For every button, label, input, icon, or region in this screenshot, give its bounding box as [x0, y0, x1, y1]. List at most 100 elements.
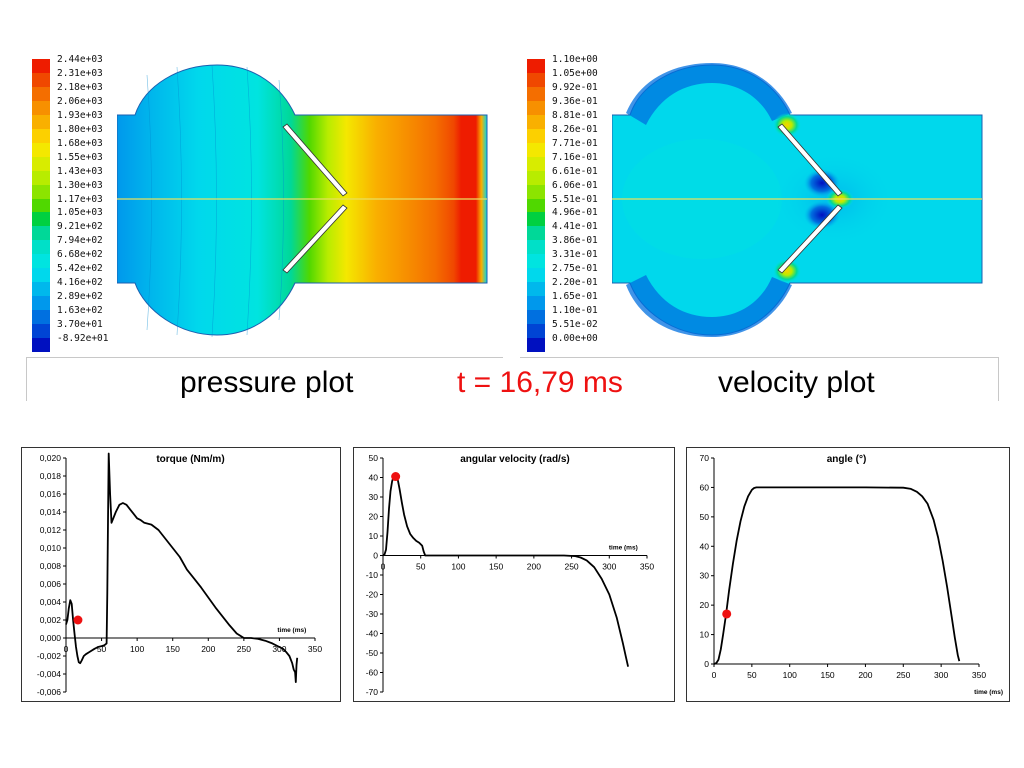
- y-tick-label: -20: [366, 590, 379, 600]
- x-tick-label: 150: [166, 644, 180, 654]
- legend-swatch: [32, 59, 50, 73]
- legend-swatch: [527, 310, 545, 325]
- x-tick-label: 150: [820, 670, 834, 680]
- chart-title: angle (°): [827, 454, 867, 465]
- y-tick-label: 30: [369, 492, 379, 502]
- torque-chart-svg: torque (Nm/m) -0,006 -0,004 -0,002 0,000 0,00…: [37, 452, 322, 697]
- x-tick-label: 100: [783, 670, 797, 680]
- legend-label: 1.05e+03: [57, 207, 103, 219]
- y-tick-label: -30: [366, 609, 379, 619]
- y-tick-label: 30: [700, 571, 710, 581]
- legend-swatch: [527, 86, 545, 101]
- y-tick-label: -0,002: [37, 651, 61, 661]
- y-tick-label: 40: [369, 473, 379, 483]
- series-line: [65, 452, 299, 684]
- y-tick-label: 10: [369, 531, 379, 541]
- y-tick-label: 0,000: [40, 633, 62, 643]
- legend-label: 9.92e-01: [552, 81, 598, 93]
- legend-swatch: [32, 268, 50, 283]
- y-tick-label: 20: [700, 600, 710, 610]
- x-tick-label: 250: [564, 562, 578, 572]
- y-tick-label: -60: [366, 668, 379, 678]
- y-tick-label: 60: [700, 482, 710, 492]
- caption-frame-right: [520, 357, 999, 401]
- legend-label: 6.68e+02: [57, 249, 103, 261]
- legend-swatch: [527, 296, 545, 311]
- legend-label: 2.75e-01: [552, 263, 598, 275]
- legend-label: 4.16e+02: [57, 277, 103, 289]
- legend-label: 9.21e+02: [57, 221, 103, 233]
- legend-swatch: [527, 142, 545, 157]
- legend-label: 7.94e+02: [57, 235, 103, 247]
- angular-velocity-chart: angular velocity (rad/s) -70 -60 -50 -40 -30 -…: [353, 447, 675, 702]
- legend-label: 0.00e+00: [552, 333, 598, 344]
- y-tick-label: -0,006: [37, 687, 61, 697]
- legend-label: 8.26e-01: [552, 123, 598, 135]
- legend-label: 7.16e-01: [552, 151, 598, 163]
- series-line: [382, 474, 629, 667]
- legend-swatch: [32, 324, 50, 339]
- legend-label: 1.63e+02: [57, 305, 103, 317]
- legend-swatch: [527, 338, 545, 352]
- legend-label: 1.10e-01: [552, 305, 598, 317]
- legend-swatch: [527, 212, 545, 227]
- legend-swatch: [32, 282, 50, 297]
- y-tick-label: -40: [366, 629, 379, 639]
- legend-label: -8.92e+01: [57, 333, 109, 344]
- legend-swatch: [32, 226, 50, 241]
- x-tick-label: 50: [97, 644, 107, 654]
- legend-swatch: [527, 170, 545, 185]
- legend-label: 1.65e-01: [552, 291, 598, 303]
- x-tick-label: 100: [451, 562, 465, 572]
- y-tick-label: 0,012: [40, 525, 62, 535]
- legend-label: 1.43e+03: [57, 165, 103, 177]
- velocity-color-legend: 1.10e+00 1.05e+00 9.92e-01 9.36e-01 8.81e-01…: [527, 55, 598, 352]
- y-tick-label: 0,002: [40, 615, 62, 625]
- legend-label: 1.55e+03: [57, 151, 103, 163]
- x-tick-label: 350: [972, 670, 986, 680]
- legend-label: 3.86e-01: [552, 235, 598, 247]
- x-tick-label: 50: [416, 562, 426, 572]
- y-tick-label: 70: [700, 453, 710, 463]
- chart-title: angular velocity (rad/s): [460, 454, 569, 465]
- legend-label: 4.96e-01: [552, 207, 598, 219]
- legend-swatch: [32, 142, 50, 157]
- x-tick-label: 300: [272, 644, 286, 654]
- legend-label: 2.18e+03: [57, 81, 103, 93]
- legend-swatch: [32, 198, 50, 213]
- pressure-color-legend: 2.44e+03 2.31e+03 2.18e+03 2.06e+03 1.93e+03…: [32, 55, 108, 352]
- x-tick-label: 200: [858, 670, 872, 680]
- legend-swatch: [32, 310, 50, 325]
- legend-swatch: [32, 212, 50, 227]
- angular-velocity-chart-svg: angular velocity (rad/s) -70 -60 -50 -40 -30 -…: [366, 453, 655, 697]
- legend-swatch: [32, 240, 50, 255]
- y-tick-label: -0,004: [37, 669, 61, 679]
- x-tick-label: 350: [640, 562, 654, 572]
- time-caption: t = 16,79 ms: [457, 366, 623, 399]
- legend-label: 5.51e-02: [552, 319, 598, 331]
- velocity-field: [612, 63, 983, 337]
- x-tick-label: 200: [527, 562, 541, 572]
- legend-swatch: [32, 114, 50, 129]
- legend-swatch: [527, 254, 545, 269]
- y-tick-label: -10: [366, 570, 379, 580]
- legend-swatch: [527, 128, 545, 143]
- pressure-contour-panel: 2.44e+03 2.31e+03 2.18e+03 2.06e+03 1.93e+03…: [32, 55, 502, 352]
- pressure-plot-caption: pressure plot: [180, 366, 354, 399]
- x-tick-label: 200: [201, 644, 215, 654]
- legend-label: 6.61e-01: [552, 165, 598, 177]
- y-tick-label: 50: [700, 512, 710, 522]
- y-tick-label: 0,004: [40, 597, 62, 607]
- legend-label: 3.70e+01: [57, 319, 103, 331]
- legend-label: 2.06e+03: [57, 95, 103, 107]
- legend-swatch: [527, 59, 545, 73]
- caption-frame-left: [26, 357, 503, 401]
- x-tick-label: 350: [308, 644, 322, 654]
- torque-chart: torque (Nm/m) -0,006 -0,004 -0,002 0,000 0,00…: [21, 447, 341, 702]
- chart-title: torque (Nm/m): [156, 454, 224, 465]
- pressure-field: [117, 64, 488, 338]
- legend-swatch: [32, 338, 50, 352]
- y-tick-label: 0,016: [40, 489, 62, 499]
- y-tick-label: -70: [366, 687, 379, 697]
- y-tick-label: 0: [704, 659, 709, 669]
